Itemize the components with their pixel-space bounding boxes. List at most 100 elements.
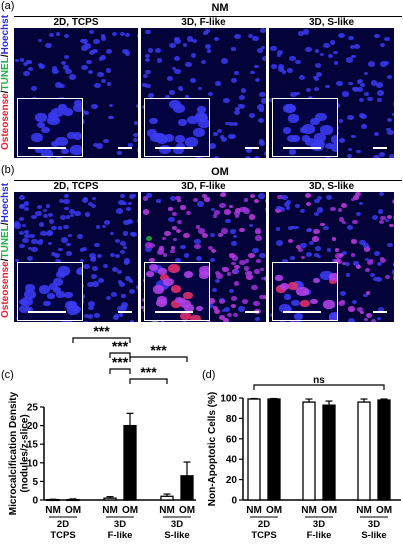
nucleus [182, 232, 190, 239]
nucleus [118, 313, 124, 317]
nucleus [264, 275, 266, 281]
nucleus [356, 149, 361, 154]
nucleus [22, 237, 29, 243]
nucleus [327, 53, 334, 59]
y-tick-label: 60 [226, 434, 238, 445]
nucleus [275, 207, 282, 213]
nucleus [24, 233, 31, 239]
nucleus [51, 66, 57, 71]
nucleus [180, 205, 186, 210]
bar [322, 404, 336, 501]
nucleus [84, 111, 90, 116]
nucleus [252, 35, 260, 42]
nucleus [342, 262, 347, 266]
nucleus [374, 250, 381, 256]
nucleus [245, 259, 250, 263]
nucleus [142, 209, 150, 215]
nucleus [192, 38, 198, 43]
nucleus [199, 266, 209, 276]
nucleus [325, 84, 330, 89]
scale-bar [283, 147, 321, 149]
group-label-line2: S-like [164, 530, 189, 541]
nucleus [185, 62, 192, 68]
nucleus [234, 107, 240, 112]
nucleus [195, 255, 203, 262]
significance-label: *** [140, 364, 157, 380]
nucleus [105, 295, 112, 301]
nucleus [325, 194, 333, 201]
chart-d: (d) Non-Apoptotic Cells (%) 0 20 40 60 80 100 NM… [202, 369, 401, 541]
nucleus [215, 278, 221, 283]
nucleus [173, 145, 185, 155]
nucleus [53, 287, 61, 293]
nucleus [324, 142, 334, 150]
nucleus [251, 284, 259, 291]
nucleus [14, 220, 21, 226]
nucleus [97, 254, 103, 259]
significance-bracket [253, 384, 385, 390]
nucleus [214, 309, 221, 314]
nucleus [275, 227, 281, 231]
nucleus [63, 194, 69, 199]
nucleus [109, 231, 115, 236]
nucleus [368, 61, 376, 67]
nucleus [132, 193, 137, 198]
nucleus [281, 194, 288, 200]
nucleus [320, 125, 334, 136]
nucleus [120, 305, 128, 311]
nucleus [384, 218, 390, 223]
nucleus [300, 242, 307, 248]
nucleus [358, 97, 364, 102]
nucleus [300, 299, 311, 308]
nucleus [183, 270, 194, 278]
nucleus [194, 111, 207, 121]
nucleus [276, 240, 284, 246]
nucleus [241, 298, 248, 304]
nucleus [81, 64, 88, 70]
nucleus [234, 214, 240, 219]
nucleus [363, 293, 368, 298]
nucleus [313, 252, 320, 258]
panel-a-condition-label: NM [211, 2, 229, 14]
x-tick-label: NM [159, 505, 175, 516]
nucleus [376, 82, 384, 88]
nucleus [306, 202, 312, 207]
nucleus [221, 228, 228, 234]
nucleus [48, 283, 58, 290]
nucleus [250, 70, 255, 75]
nucleus [35, 146, 44, 153]
nucleus [239, 227, 245, 233]
nucleus [157, 58, 163, 63]
nucleus [122, 48, 129, 54]
nucleus [82, 320, 89, 322]
nucleus [238, 306, 246, 312]
nucleus [168, 207, 173, 211]
nucleus [97, 71, 105, 78]
nucleus [35, 112, 48, 122]
nucleus [365, 312, 372, 318]
nucleus [232, 234, 238, 239]
scale-bar [283, 311, 321, 313]
nucleus [152, 285, 165, 295]
nucleus [183, 292, 193, 300]
nucleus [257, 193, 265, 199]
nucleus [248, 214, 256, 220]
nucleus [231, 47, 236, 51]
nucleus [334, 258, 341, 264]
nucleus [63, 206, 69, 211]
nucleus [223, 97, 230, 103]
nucleus [202, 194, 208, 199]
nucleus [40, 149, 54, 156]
nucleus [163, 134, 175, 143]
nucleus [287, 282, 298, 290]
nucleus [81, 246, 87, 251]
x-tick-label: NM [45, 505, 61, 516]
scale-bar [155, 147, 193, 149]
nucleus [144, 246, 152, 252]
nucleus [339, 290, 346, 296]
nucleus [129, 289, 136, 294]
tunel-label: TUNEL [0, 57, 11, 91]
nucleus [342, 91, 350, 97]
nucleus [183, 253, 190, 258]
nucleus [136, 32, 138, 39]
